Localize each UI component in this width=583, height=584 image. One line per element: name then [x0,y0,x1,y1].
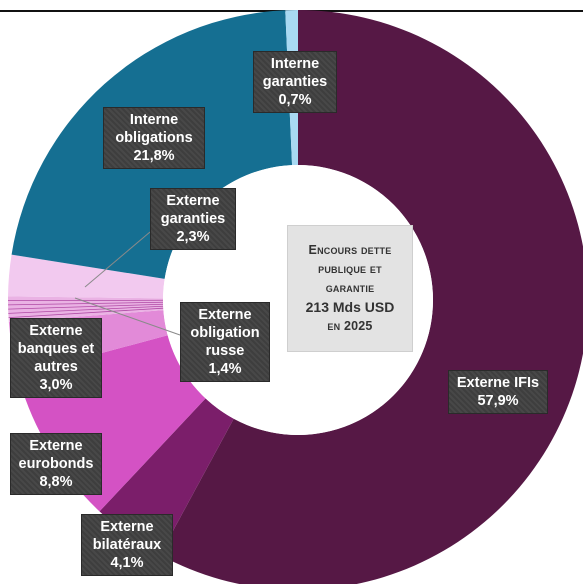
slice-4-stripe [8,303,164,310]
center-title-line1: Encours dette [308,243,392,257]
leader-line-0 [84,231,151,288]
label-externe-eurobonds: Externe eurobonds 8,8% [10,433,102,495]
center-title-line3: garantie [325,281,375,295]
label-interne-obligations: Interne obligations 21,8% [103,107,205,169]
slice-4-stripe [8,301,164,306]
center-year: en 2025 [327,319,373,333]
slice-4-stripe [8,307,164,319]
label-externe-bilateraux: Externe bilatéraux 4,1% [81,514,173,576]
label-externe-banques-et-autres: Externe banques et autres 3,0% [10,318,102,398]
center-summary-box: Encours dette publique et garantie 213 M… [287,225,413,352]
label-interne-garanties: Interne garanties 0,7% [253,51,337,113]
slice-0 [159,10,583,584]
center-title-line2: publique et [318,262,382,276]
leader-line-1 [74,297,181,336]
center-total: 213 Mds USD [305,299,395,315]
label-externe-obligation-russe: Externe obligation russe 1,4% [180,302,270,382]
label-externe-ifis: Externe IFIs 57,9% [448,370,548,414]
slice-5 [8,254,165,299]
slice-4-stripe [8,305,164,314]
label-externe-garanties: Externe garanties 2,3% [150,188,236,250]
